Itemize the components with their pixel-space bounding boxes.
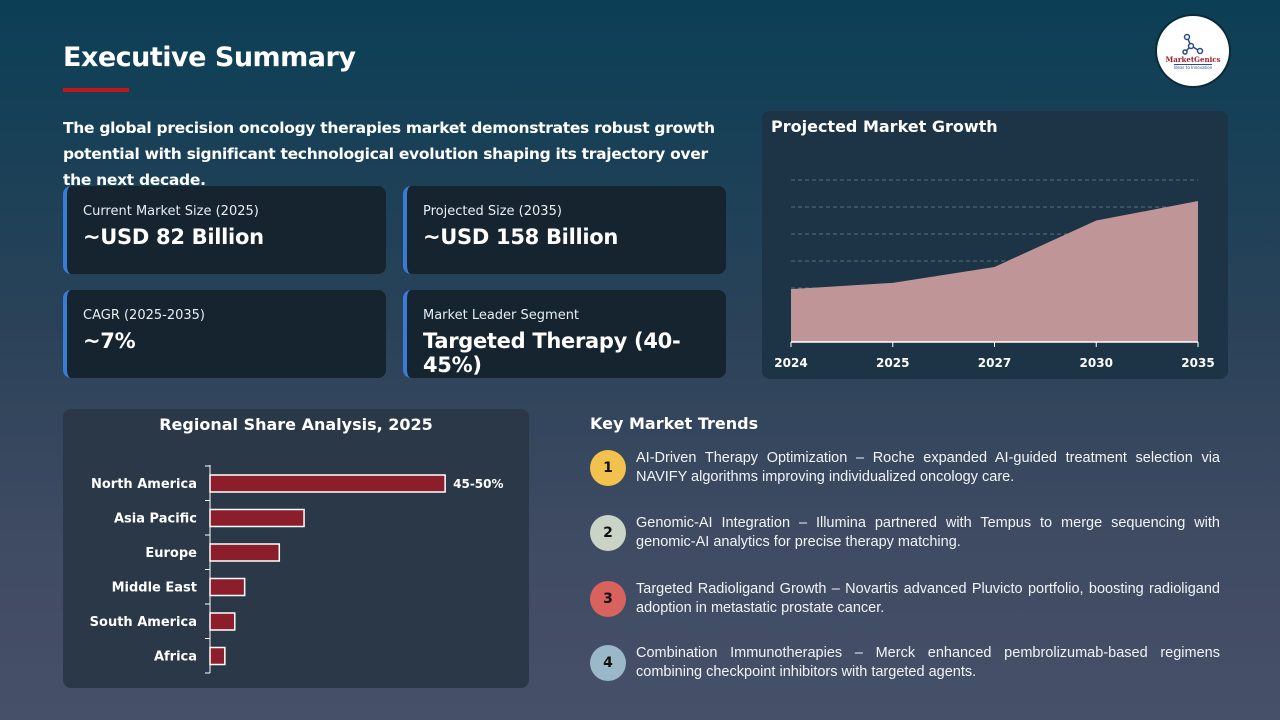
kpi-label: Current Market Size (2025)	[83, 204, 259, 219]
category-label: Asia Pacific	[114, 512, 197, 527]
data-label: 45-50%	[453, 477, 503, 491]
intro-text: The global precision oncology therapies …	[63, 119, 715, 189]
bar-chart: North America 45-50% Asia Pacific Europe Mid…	[90, 465, 504, 674]
chart-title: Projected Market Growth	[771, 117, 998, 136]
x-tick-label: 2030	[1080, 356, 1113, 370]
x-tick-label: 2035	[1181, 356, 1214, 370]
kpi-value: Targeted Therapy (40-45%)	[423, 329, 681, 377]
logo-text: MarketGenics	[1165, 54, 1221, 64]
category-label: Middle East	[112, 581, 197, 596]
category-label: North America	[91, 477, 197, 492]
kpi-value: ~USD 158 Billion	[423, 225, 619, 249]
trend-number-badge: 2	[590, 515, 626, 551]
trend-item: 2 Genomic-AI Integration – Illumina partn…	[590, 514, 1220, 552]
kpi-value: ~USD 82 Billion	[83, 225, 264, 249]
bar	[209, 543, 281, 562]
kpi-card-current-size: Current Market Size (2025) ~USD 82 Billi…	[63, 186, 386, 274]
kpi-card-cagr: CAGR (2025-2035) ~7%	[63, 290, 386, 378]
kpi-card-projected-size: Projected Size (2035) ~USD 158 Billion	[403, 186, 726, 274]
trend-number-badge: 3	[590, 581, 626, 617]
title-underline	[63, 88, 129, 92]
x-tick-label: 2027	[978, 356, 1011, 370]
category-label: South America	[90, 615, 197, 630]
category-label: Europe	[145, 546, 197, 561]
trend-number-badge: 4	[590, 645, 626, 681]
trend-text: Combination Immunotherapies – Merck enha…	[636, 645, 1220, 680]
kpi-label: CAGR (2025-2035)	[83, 308, 205, 323]
trend-text: AI-Driven Therapy Optimization – Roche e…	[636, 450, 1220, 485]
bar	[209, 646, 226, 666]
trend-item: 1 AI-Driven Therapy Optimization – Roche …	[590, 449, 1220, 487]
page-title: Executive Summary	[63, 42, 356, 73]
kpi-label: Market Leader Segment	[423, 308, 580, 323]
bar	[209, 508, 305, 528]
bar	[209, 612, 236, 631]
regional-share-chart: Regional Share Analysis, 2025 North Amer…	[63, 409, 529, 688]
category-label: Africa	[154, 650, 197, 665]
trend-number-badge: 1	[590, 450, 626, 486]
chart-title: Regional Share Analysis, 2025	[159, 415, 433, 434]
trends-title: Key Market Trends	[590, 414, 759, 433]
kpi-label: Projected Size (2035)	[423, 204, 562, 219]
company-logo: MarketGenics Ideas to Innovation	[1155, 14, 1231, 88]
bar	[209, 474, 446, 493]
x-tick-label: 2025	[876, 356, 909, 370]
bar	[209, 577, 246, 597]
projected-growth-chart: Projected Market Growth 2024 2025 2027 2030…	[762, 111, 1228, 379]
trend-item: 3 Targeted Radioligand Growth – Novartis …	[590, 580, 1220, 618]
area-series	[791, 201, 1198, 342]
molecule-icon	[1182, 33, 1204, 55]
kpi-card-leader-segment: Market Leader Segment Targeted Therapy (…	[403, 290, 726, 378]
x-tick-label: 2024	[774, 356, 807, 370]
trend-item: 4 Combination Immunotherapies – Merck enh…	[590, 644, 1220, 682]
kpi-value: ~7%	[83, 329, 136, 353]
logo-tagline: Ideas to Innovation	[1173, 63, 1213, 70]
area-chart: 2024 2025 2027 2030 2035	[774, 179, 1215, 370]
trend-text: Genomic-AI Integration – Illumina partne…	[636, 515, 1220, 550]
trend-text: Targeted Radioligand Growth – Novartis a…	[636, 581, 1220, 616]
